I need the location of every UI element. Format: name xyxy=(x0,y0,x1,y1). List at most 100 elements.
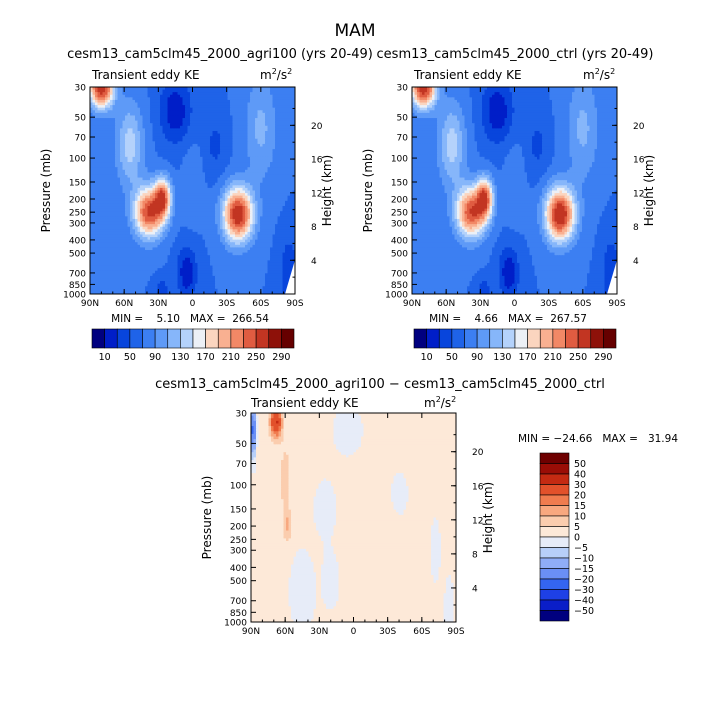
contour-cell xyxy=(275,229,279,233)
contour-cell xyxy=(142,133,146,137)
contour-cell xyxy=(145,156,149,161)
contour-cell xyxy=(255,187,259,192)
contour-cell xyxy=(175,159,179,163)
contour-cell xyxy=(250,213,254,217)
contour-cell xyxy=(212,143,216,148)
contour-cell xyxy=(292,224,295,228)
contour-cell xyxy=(280,182,284,186)
contour-cell xyxy=(292,102,295,106)
contour-cell xyxy=(130,107,134,111)
contour-cell xyxy=(180,151,184,155)
contour-cell xyxy=(165,206,169,210)
contour-cell xyxy=(207,208,211,212)
contour-cell xyxy=(145,226,149,230)
contour-cell xyxy=(122,213,126,217)
contour-cell xyxy=(165,185,169,189)
contour-cell xyxy=(185,182,189,186)
contour-cell xyxy=(290,174,294,179)
contour-cell xyxy=(245,200,249,205)
contour-cell xyxy=(262,208,266,212)
contour-cell xyxy=(152,221,156,225)
contour-cell xyxy=(132,138,136,142)
contour-cell xyxy=(240,231,244,236)
contour-cell xyxy=(275,149,279,153)
contour-cell xyxy=(240,130,244,135)
contour-cell xyxy=(107,203,111,207)
contour-cell xyxy=(220,231,224,236)
contour-cell xyxy=(107,180,111,184)
contour-cell xyxy=(115,107,119,111)
contour-cell xyxy=(192,239,196,243)
contour-cell xyxy=(212,92,216,96)
contour-cell xyxy=(237,200,241,205)
contour-cell xyxy=(105,167,109,171)
contour-cell xyxy=(172,156,176,161)
contour-cell xyxy=(232,239,236,243)
contour-cell xyxy=(112,231,116,236)
contour-cell xyxy=(240,200,244,205)
contour-cell xyxy=(115,120,119,124)
contour-cell xyxy=(172,221,176,225)
contour-cell xyxy=(235,149,239,153)
contour-cell xyxy=(287,130,291,135)
contour-cell xyxy=(217,224,221,228)
contour-cell xyxy=(165,195,169,199)
contour-cell xyxy=(267,216,271,220)
contour-cell xyxy=(97,154,101,158)
contour-cell xyxy=(177,162,181,166)
contour-cell xyxy=(115,87,119,91)
contour-cell xyxy=(187,130,191,135)
contour-cell xyxy=(185,125,189,129)
contour-cell xyxy=(240,149,244,153)
contour-cell xyxy=(152,110,156,114)
contour-cell xyxy=(190,143,194,148)
contour-cell xyxy=(182,156,186,161)
contour-cell xyxy=(142,234,146,238)
contour-cell xyxy=(245,226,249,230)
contour-cell xyxy=(167,125,171,129)
contour-cell xyxy=(195,107,199,111)
contour-cell xyxy=(157,185,161,189)
contour-cell xyxy=(220,167,224,171)
contour-cell xyxy=(125,169,129,173)
contour-cell xyxy=(135,169,139,173)
contour-cell xyxy=(167,208,171,212)
contour-cell xyxy=(97,213,101,217)
contour-cell xyxy=(192,149,196,153)
contour-cell xyxy=(220,180,224,184)
contour-cell xyxy=(275,203,279,207)
contour-cell xyxy=(150,237,154,241)
contour-cell xyxy=(290,229,294,233)
contour-cell xyxy=(162,115,166,119)
contour-cell xyxy=(187,87,191,91)
contour-cell xyxy=(97,239,101,243)
contour-cell xyxy=(145,229,149,233)
contour-cell xyxy=(200,89,204,93)
contour-cell xyxy=(165,125,169,129)
contour-cell xyxy=(157,221,161,225)
contour-cell xyxy=(90,239,94,243)
contour-cell xyxy=(90,128,94,132)
contour-cell xyxy=(172,159,176,163)
contour-cell xyxy=(285,123,289,127)
contour-cell xyxy=(137,138,141,142)
contour-cell xyxy=(180,154,184,158)
contour-cell xyxy=(125,146,129,150)
contour-cell xyxy=(182,208,186,212)
contour-cell xyxy=(217,120,221,124)
contour-cell xyxy=(117,208,121,212)
contour-cell xyxy=(280,141,284,145)
contour-cell xyxy=(150,198,154,202)
contour-cell xyxy=(92,234,96,238)
contour-cell xyxy=(252,169,256,173)
contour-cell xyxy=(270,99,274,104)
contour-cell xyxy=(190,141,194,145)
contour-cell xyxy=(292,180,295,184)
contour-cell xyxy=(185,97,189,101)
contour-cell xyxy=(200,174,204,179)
contour-cell xyxy=(165,200,169,205)
contour-cell xyxy=(207,177,211,181)
contour-cell xyxy=(110,125,114,129)
contour-cell xyxy=(235,218,239,223)
contour-cell xyxy=(130,206,134,210)
